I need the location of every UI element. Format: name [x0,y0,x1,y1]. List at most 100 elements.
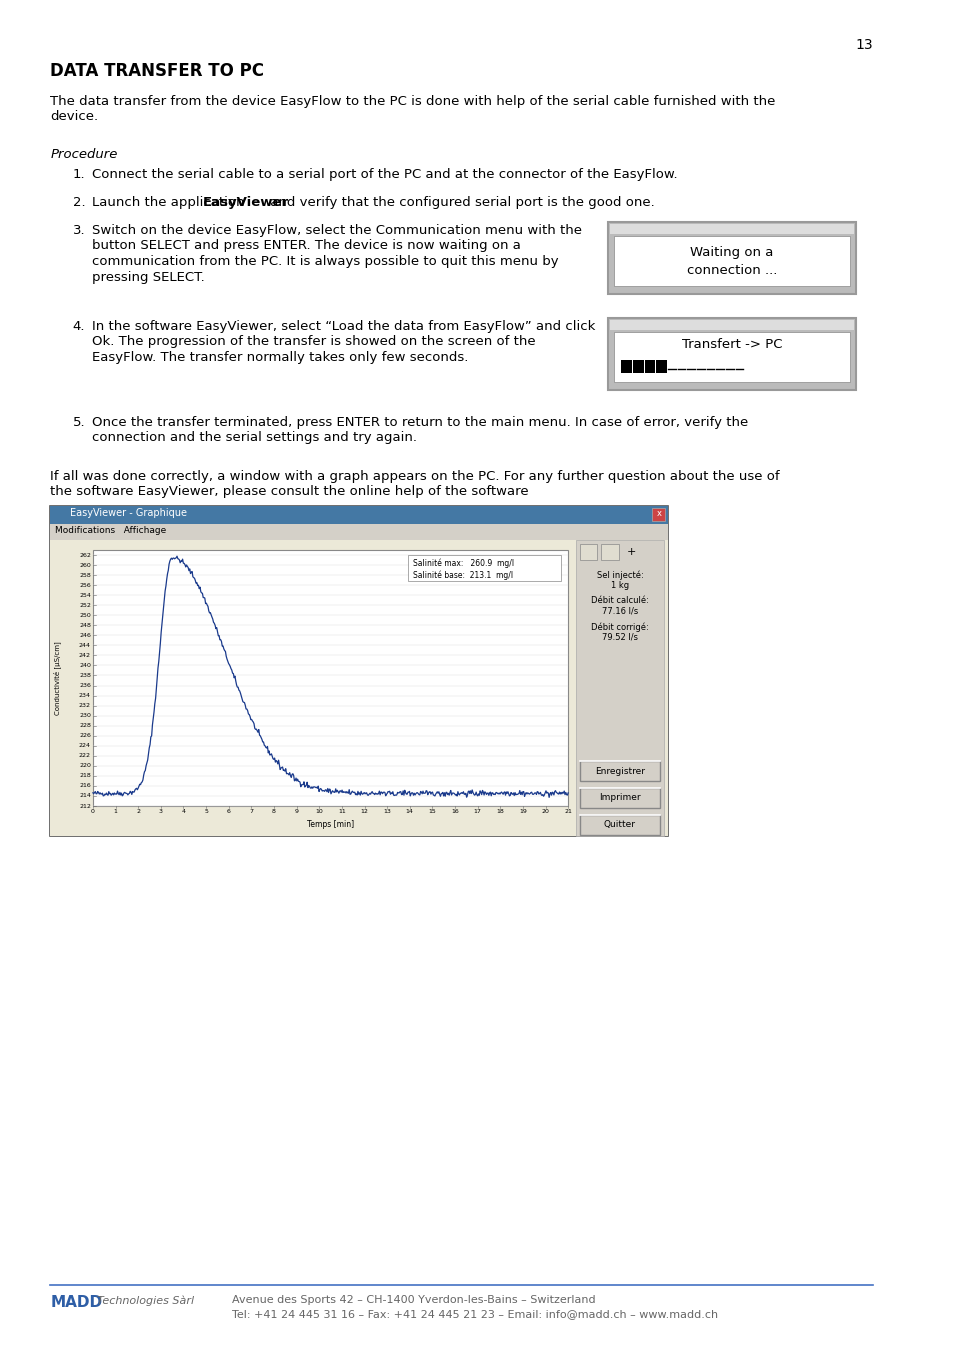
Text: 244: 244 [79,643,91,648]
Text: 230: 230 [79,713,91,718]
Text: 17: 17 [474,809,481,814]
Text: Procedure: Procedure [51,148,117,161]
Text: 224: 224 [79,744,91,748]
Text: 258: 258 [79,572,91,578]
Text: EasyViewer: EasyViewer [202,196,288,209]
Text: 1 kg: 1 kg [610,580,628,590]
Text: 214: 214 [79,794,91,798]
Text: MADD: MADD [51,1295,102,1309]
Text: 77.16 l/s: 77.16 l/s [601,608,638,616]
Text: The data transfer from the device EasyFlow to the PC is done with help of the se: The data transfer from the device EasyFl… [51,95,775,108]
Text: Imprimer: Imprimer [598,794,640,802]
Text: pressing SELECT.: pressing SELECT. [91,270,205,284]
Text: 10: 10 [315,809,323,814]
Bar [579,544,597,560]
Text: 6: 6 [227,809,231,814]
Text: In the software EasyViewer, select “Load the data from EasyFlow” and click: In the software EasyViewer, select “Load… [91,320,595,333]
Text: 242: 242 [79,653,91,657]
Text: and verify that the configured serial port is the good one.: and verify that the configured serial po… [266,196,655,209]
Text: +: + [626,547,635,558]
Text: 4.: 4. [72,320,85,333]
Text: 220: 220 [79,763,91,768]
Bar [620,360,632,373]
Bar [656,360,666,373]
Text: 3: 3 [158,809,163,814]
Text: 21: 21 [563,809,572,814]
Text: Transfert -> PC: Transfert -> PC [680,338,781,351]
Text: 79.52 l/s: 79.52 l/s [601,633,638,643]
Text: Enregistrer: Enregistrer [595,767,644,775]
Text: Conductivité [µS/cm]: Conductivité [µS/cm] [53,641,61,716]
Bar [579,788,659,809]
Text: Temps [min]: Temps [min] [307,819,354,829]
Text: Technologies Sàrl: Technologies Sàrl [96,1295,193,1305]
Text: Quitter: Quitter [603,821,636,829]
Text: 222: 222 [79,753,91,759]
Bar [613,332,849,382]
Text: 234: 234 [79,693,91,698]
Text: 0: 0 [91,809,94,814]
Text: Salinité base:  213.1  mg/l: Salinité base: 213.1 mg/l [413,570,513,579]
Text: 226: 226 [79,733,91,738]
Text: Avenue des Sports 42 – CH-1400 Yverdon-les-Bains – Switzerland: Avenue des Sports 42 – CH-1400 Yverdon-l… [233,1295,596,1305]
Text: Waiting on a: Waiting on a [689,246,773,259]
Bar [633,360,643,373]
Text: connection ...: connection ... [686,265,776,277]
Text: Débit calculé:: Débit calculé: [591,595,648,605]
Text: Modifications   Affichage: Modifications Affichage [55,526,166,535]
Text: 16: 16 [451,809,458,814]
Text: Sel injecté:: Sel injecté: [596,570,642,579]
Text: 240: 240 [79,663,91,668]
Bar [607,319,855,390]
Text: Launch the application: Launch the application [91,196,249,209]
Bar [579,761,659,782]
Text: 254: 254 [79,593,91,598]
Text: 232: 232 [79,703,91,709]
Bar [600,544,618,560]
Text: 252: 252 [79,602,91,608]
Text: 3.: 3. [72,224,85,238]
Bar [644,360,655,373]
Text: 13: 13 [383,809,391,814]
Text: the software EasyViewer, please consult the online help of the software: the software EasyViewer, please consult … [51,486,528,498]
Text: 12: 12 [360,809,368,814]
Bar [51,506,667,524]
Text: 248: 248 [79,622,91,628]
Text: 1: 1 [113,809,117,814]
Text: 18: 18 [496,809,503,814]
Text: 250: 250 [79,613,91,618]
Text: 19: 19 [518,809,526,814]
Bar [613,236,849,286]
Bar [51,540,667,836]
Text: 14: 14 [405,809,414,814]
Bar [92,549,568,806]
Text: 212: 212 [79,803,91,809]
Bar [51,506,667,836]
Text: 2.: 2. [72,196,85,209]
Text: 20: 20 [541,809,549,814]
Text: 7: 7 [249,809,253,814]
Bar [576,540,663,836]
Bar [579,815,659,836]
Text: button SELECT and press ENTER. The device is now waiting on a: button SELECT and press ENTER. The devic… [91,239,520,252]
Text: 11: 11 [337,809,345,814]
Text: 246: 246 [79,633,91,637]
Bar [408,555,560,580]
Text: 262: 262 [79,552,91,558]
Text: device.: device. [51,111,98,123]
Bar [609,224,853,234]
Text: Tel: +41 24 445 31 16 – Fax: +41 24 445 21 23 – Email: info@madd.ch – www.madd.c: Tel: +41 24 445 31 16 – Fax: +41 24 445 … [233,1310,718,1319]
Text: Salinité max:   260.9  mg/l: Salinité max: 260.9 mg/l [413,559,514,568]
Text: x: x [656,509,661,518]
Text: 2: 2 [136,809,140,814]
Text: 15: 15 [428,809,436,814]
Text: 236: 236 [79,683,91,688]
Bar [51,524,667,540]
Text: 1.: 1. [72,167,85,181]
Text: 5: 5 [204,809,208,814]
Text: 256: 256 [79,583,91,587]
Text: Débit corrigé:: Débit corrigé: [591,622,648,632]
Bar [607,221,855,294]
Text: 4: 4 [181,809,185,814]
Text: Ok. The progression of the transfer is showed on the screen of the: Ok. The progression of the transfer is s… [91,336,535,348]
